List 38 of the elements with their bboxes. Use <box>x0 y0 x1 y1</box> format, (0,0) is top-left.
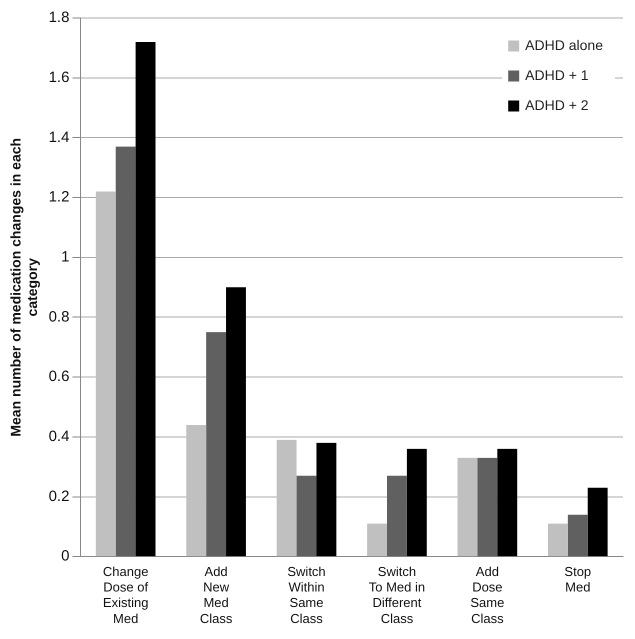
bar <box>477 458 498 556</box>
y-tick-label: 0 <box>61 548 70 565</box>
legend-label: ADHD + 2 <box>525 96 589 113</box>
y-tick-label: 1.8 <box>48 9 70 26</box>
bar <box>386 476 407 556</box>
x-tick-label: Add New Med Class <box>200 564 233 626</box>
y-tick-label: 0.6 <box>48 368 70 386</box>
y-tick-label: 0.8 <box>48 308 70 326</box>
bar <box>588 488 608 556</box>
bar <box>406 448 427 556</box>
y-tick-label: 1.4 <box>48 128 70 146</box>
bar <box>226 287 246 556</box>
y-tick-label: 0.4 <box>48 428 70 446</box>
bar <box>548 524 568 556</box>
legend-label: ADHD + 1 <box>525 66 589 83</box>
bar <box>136 42 156 556</box>
bar <box>458 458 478 556</box>
bar <box>568 514 588 556</box>
bar <box>276 440 297 556</box>
x-tick-label: Switch Within Same Class <box>287 564 326 626</box>
y-axis-title: Mean number of medication changes in each category <box>7 138 40 437</box>
bar <box>316 442 336 556</box>
bar <box>96 192 116 556</box>
y-tick-label: 1.6 <box>48 68 70 86</box>
bar <box>367 524 387 556</box>
bar <box>206 332 226 556</box>
x-tick-label: Stop Med <box>564 564 592 595</box>
bar <box>186 424 206 556</box>
y-tick-label: 0.2 <box>48 488 70 505</box>
bar <box>296 476 316 556</box>
x-tick-label: Switch To Med in Different Class <box>368 564 426 626</box>
x-tick-label: Change Dose of Existing Med <box>102 564 148 626</box>
bar <box>497 448 518 556</box>
legend-label: ADHD alone <box>525 36 604 53</box>
y-tick-label: 1 <box>61 248 70 266</box>
y-tick-label: 1.2 <box>48 188 70 206</box>
x-tick-label: Add Dose Same Class <box>470 564 504 626</box>
bar <box>116 146 136 556</box>
